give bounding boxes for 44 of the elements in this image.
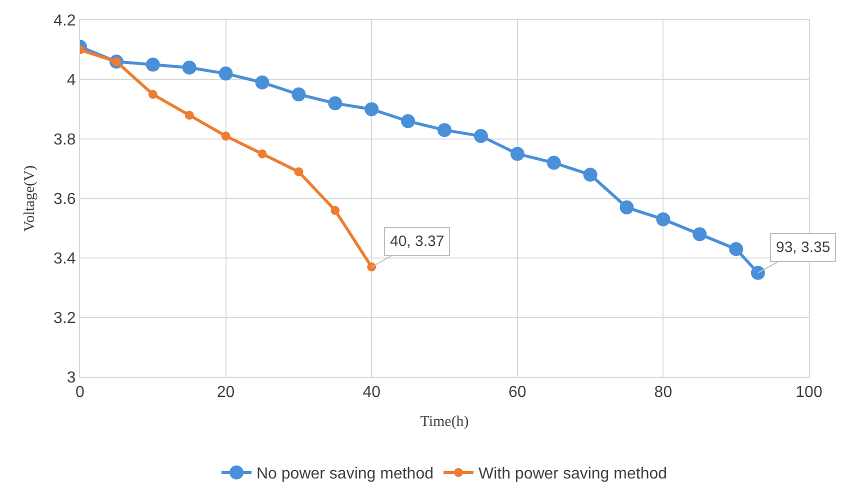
point: [328, 96, 342, 110]
point: [221, 132, 230, 141]
point: [364, 102, 379, 116]
x-tick-label: 0: [76, 384, 85, 402]
point: [182, 60, 196, 75]
point: [438, 123, 452, 138]
point: [546, 156, 561, 170]
y-axis-title: Voltage(V): [22, 165, 38, 232]
point: [692, 227, 707, 242]
point: [729, 242, 744, 256]
point: [401, 114, 416, 128]
legend-label: With power saving method: [478, 466, 668, 483]
y-tick-label: 3.8: [54, 132, 76, 149]
point: [148, 90, 158, 99]
point: [330, 206, 340, 215]
y-tick-label: 3.6: [54, 191, 76, 208]
point: [367, 262, 376, 272]
y-tick-label: 3.4: [54, 250, 76, 268]
x-tick-label: 60: [508, 384, 526, 402]
point: [474, 129, 488, 144]
x-tick-label: 20: [216, 384, 235, 402]
y-tick-label: 3.2: [54, 310, 76, 328]
x-tick-label: 100: [796, 384, 822, 402]
y-tick-label: 3: [66, 370, 76, 387]
x-axis-title: Time(h): [420, 414, 469, 430]
point: [750, 266, 765, 280]
x-tick-label: 80: [654, 384, 672, 402]
point: [583, 168, 598, 182]
point: [184, 110, 194, 120]
annotation: 93, 3.35: [776, 239, 830, 256]
point: [620, 200, 634, 214]
point: [255, 75, 270, 90]
point: [510, 146, 524, 161]
point: [218, 66, 233, 81]
annotation: 40, 3.37: [390, 233, 444, 250]
point: [146, 58, 160, 72]
legend-label: No power saving method: [256, 466, 434, 483]
point: [292, 87, 306, 102]
y-tick-label: 4.2: [54, 12, 76, 30]
y-tick-label: 4: [66, 72, 76, 90]
point: [258, 149, 267, 158]
point: [294, 167, 304, 176]
point: [656, 212, 670, 226]
x-tick-label: 40: [362, 384, 381, 402]
